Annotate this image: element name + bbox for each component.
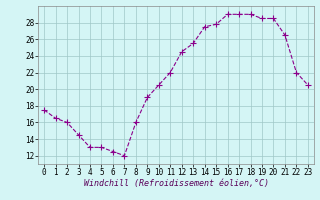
X-axis label: Windchill (Refroidissement éolien,°C): Windchill (Refroidissement éolien,°C) <box>84 179 268 188</box>
